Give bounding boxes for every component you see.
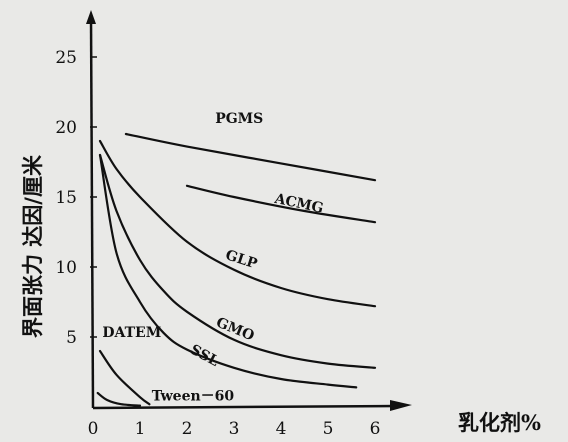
y-tick-label: 10 <box>55 258 77 278</box>
series-label-0: PGMS <box>215 111 263 127</box>
y-tick-label: 15 <box>55 188 77 208</box>
y-tick-label: 20 <box>55 118 77 138</box>
series-line-2 <box>98 139 377 308</box>
x-tick-label: 6 <box>370 419 381 438</box>
x-tick-label: 0 <box>88 419 99 438</box>
series-line-1 <box>185 184 377 224</box>
series-label-5: DATEM <box>102 325 161 341</box>
y-axis-line <box>89 17 95 409</box>
y-tick-label: 25 <box>55 48 77 68</box>
y-axis-arrow <box>86 10 96 24</box>
series-line-4 <box>98 153 358 389</box>
ticks: 0 1 2 3 4 5 6 5 10 15 20 25 <box>55 48 381 439</box>
x-tick-label: 1 <box>135 419 146 438</box>
series-label-4: SSL <box>187 342 221 370</box>
y-tick-label: 5 <box>66 328 77 348</box>
x-tick-label: 2 <box>182 419 193 438</box>
series-line-0 <box>124 132 377 182</box>
axes <box>86 10 412 411</box>
series-label-6: Tween－60 <box>152 389 235 405</box>
x-tick-label: 3 <box>229 419 240 438</box>
series-label-2: GLP <box>223 247 259 272</box>
series-line-6 <box>96 391 142 407</box>
series-label-1: ACMG <box>272 191 325 217</box>
x-tick-label: 5 <box>323 419 334 438</box>
series-line-5 <box>98 349 151 406</box>
x-axis-title: 乳化剂% <box>458 410 541 435</box>
x-axis-arrow <box>390 400 412 411</box>
series-group <box>96 132 377 407</box>
series-line-3 <box>98 153 377 369</box>
y-axis-title: 界面张力 达因/厘米 <box>20 154 45 338</box>
x-tick-label: 4 <box>276 419 287 438</box>
x-axis-line <box>92 404 397 410</box>
